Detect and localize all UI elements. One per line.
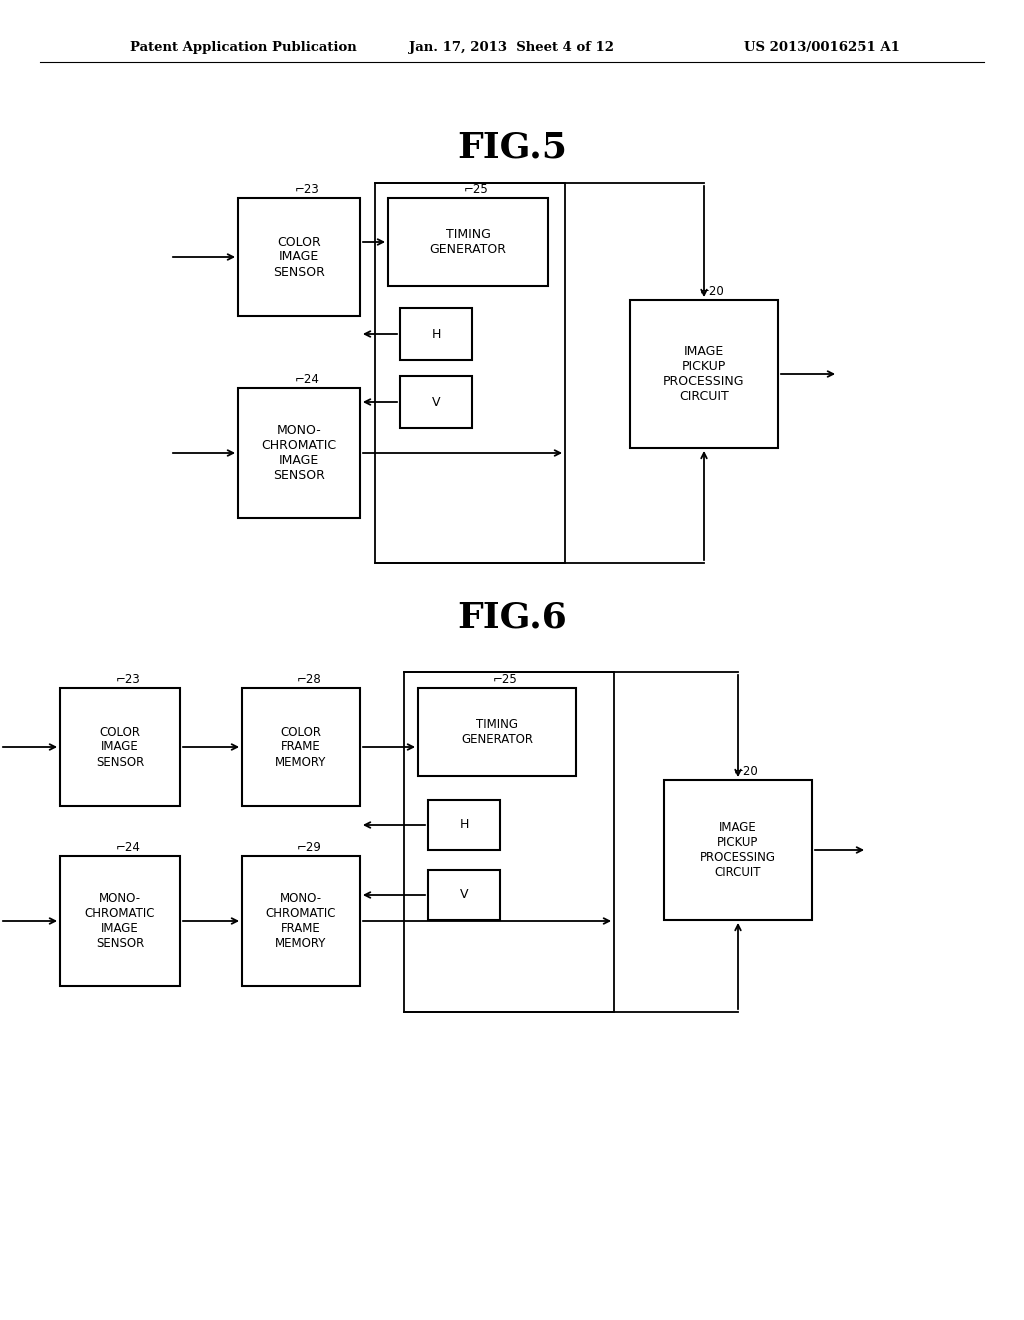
- Bar: [238, 198, 360, 315]
- Bar: [418, 688, 575, 776]
- Text: TIMING
GENERATOR: TIMING GENERATOR: [461, 718, 534, 746]
- Text: ⌐23: ⌐23: [116, 673, 140, 686]
- Text: ⌐25: ⌐25: [493, 673, 518, 686]
- Text: V: V: [432, 396, 440, 408]
- Text: COLOR
IMAGE
SENSOR: COLOR IMAGE SENSOR: [96, 726, 144, 768]
- Text: TIMING
GENERATOR: TIMING GENERATOR: [429, 228, 507, 256]
- Bar: [428, 870, 500, 920]
- Bar: [664, 780, 812, 920]
- Text: COLOR
FRAME
MEMORY: COLOR FRAME MEMORY: [275, 726, 327, 768]
- Text: MONO-
CHROMATIC
IMAGE
SENSOR: MONO- CHROMATIC IMAGE SENSOR: [261, 424, 337, 482]
- Text: MONO-
CHROMATIC
FRAME
MEMORY: MONO- CHROMATIC FRAME MEMORY: [266, 892, 336, 950]
- Text: ⌐24: ⌐24: [116, 841, 141, 854]
- Text: FIG.6: FIG.6: [457, 601, 567, 635]
- Bar: [404, 672, 614, 1012]
- Bar: [428, 800, 500, 850]
- Text: V: V: [460, 888, 468, 902]
- Text: FIG.5: FIG.5: [457, 131, 567, 165]
- Text: ⌐20: ⌐20: [700, 285, 725, 298]
- Bar: [60, 855, 180, 986]
- Text: ⌐20: ⌐20: [734, 766, 759, 777]
- Bar: [630, 300, 778, 447]
- Text: IMAGE
PICKUP
PROCESSING
CIRCUIT: IMAGE PICKUP PROCESSING CIRCUIT: [664, 345, 744, 403]
- Text: ⌐29: ⌐29: [297, 841, 322, 854]
- Text: Patent Application Publication: Patent Application Publication: [130, 41, 356, 54]
- Bar: [242, 855, 360, 986]
- Text: ⌐25: ⌐25: [464, 183, 488, 195]
- Text: H: H: [431, 327, 440, 341]
- Bar: [375, 183, 565, 564]
- Bar: [400, 376, 472, 428]
- Text: ⌐23: ⌐23: [295, 183, 319, 195]
- Text: ⌐24: ⌐24: [295, 374, 319, 385]
- Text: Jan. 17, 2013  Sheet 4 of 12: Jan. 17, 2013 Sheet 4 of 12: [410, 41, 614, 54]
- Bar: [242, 688, 360, 807]
- Text: US 2013/0016251 A1: US 2013/0016251 A1: [744, 41, 900, 54]
- Text: COLOR
IMAGE
SENSOR: COLOR IMAGE SENSOR: [273, 235, 325, 279]
- Text: ⌐28: ⌐28: [297, 673, 322, 686]
- Bar: [388, 198, 548, 286]
- Bar: [400, 308, 472, 360]
- Text: IMAGE
PICKUP
PROCESSING
CIRCUIT: IMAGE PICKUP PROCESSING CIRCUIT: [700, 821, 776, 879]
- Bar: [60, 688, 180, 807]
- Text: H: H: [460, 818, 469, 832]
- Text: MONO-
CHROMATIC
IMAGE
SENSOR: MONO- CHROMATIC IMAGE SENSOR: [85, 892, 156, 950]
- Bar: [238, 388, 360, 517]
